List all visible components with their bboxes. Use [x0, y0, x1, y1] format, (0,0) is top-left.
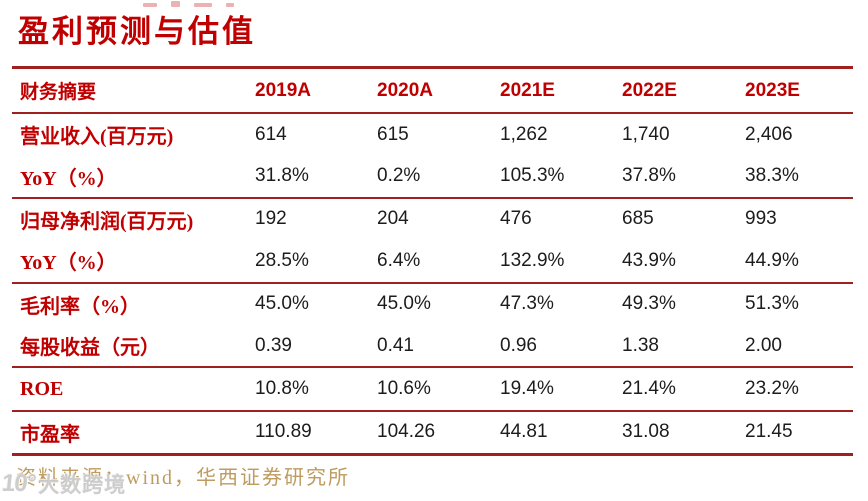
header-cell-label: 财务摘要 [20, 82, 97, 103]
financial-summary-table: 财务摘要 2019A 2020A 2021E 2022E 2023E 营业收入(百万元) 6… [12, 66, 853, 457]
cell-value: 104.26 [377, 421, 436, 443]
cell-value: 110.89 [255, 421, 312, 443]
cell-value: 0.39 [255, 334, 292, 356]
cell-value: 19.4% [500, 378, 554, 400]
table-row: 毛利率（%） 45.0% 45.0% 47.3% 49.3% 51.3% [12, 284, 853, 325]
header-cell-year: 2021E [500, 79, 555, 101]
cell-value: 204 [377, 208, 409, 230]
cell-value: 993 [745, 208, 777, 230]
header-cell-year: 2022E [622, 79, 677, 101]
cell-value: 1,262 [500, 123, 548, 145]
row-label: 毛利率（%） [20, 295, 140, 318]
cell-value: 51.3% [745, 293, 799, 315]
data-source-note: 资料来源：wind，华西证券研究所 [16, 467, 350, 489]
row-label: ROE [20, 377, 64, 400]
table-row: YoY（%） 28.5% 6.4% 132.9% 43.9% 44.9% [12, 240, 853, 281]
row-label: YoY（%） [20, 167, 117, 190]
cell-value: 43.9% [622, 249, 676, 271]
row-group: 归母净利润(百万元) 192 204 476 685 993 YoY（%） 28.5% 6.4%… [12, 196, 853, 282]
cell-value: 38.3% [745, 165, 799, 187]
row-group: 营业收入(百万元) 614 615 1,262 1,740 2,406 YoY（%） 31.8… [12, 114, 853, 197]
table-row: 归母净利润(百万元) 192 204 476 685 993 [12, 199, 853, 240]
cell-value: 28.5% [255, 249, 309, 271]
cell-value: 47.3% [500, 293, 554, 315]
cell-value: 105.3% [500, 165, 565, 187]
watermark-logo-icon: 10° [0, 470, 37, 497]
header-cell-year: 2020A [377, 79, 433, 101]
cell-value: 45.0% [255, 293, 309, 315]
cell-value: 21.4% [622, 378, 676, 400]
cell-value: 31.08 [622, 421, 670, 443]
watermark: 10° 大数跨境 [0, 469, 127, 499]
table-row: 市盈率 110.89 104.26 44.81 31.08 21.45 [12, 412, 853, 453]
cell-value: 37.8% [622, 165, 676, 187]
cell-value: 1.38 [622, 334, 659, 356]
cell-value: 49.3% [622, 293, 676, 315]
cell-value: 10.6% [377, 378, 431, 400]
cell-value: 10.8% [255, 378, 309, 400]
row-label: 市盈率 [20, 423, 80, 446]
table-row: 营业收入(百万元) 614 615 1,262 1,740 2,406 [12, 114, 853, 155]
cell-value: 2.00 [745, 334, 782, 356]
cell-value: 0.41 [377, 334, 414, 356]
cell-value: 0.96 [500, 334, 537, 356]
cell-value: 0.2% [377, 165, 421, 187]
table-body: 营业收入(百万元) 614 615 1,262 1,740 2,406 YoY（%） 31.8… [12, 114, 853, 453]
cell-value: 21.45 [745, 421, 793, 443]
cell-value: 6.4% [377, 249, 421, 271]
cell-value: 192 [255, 208, 287, 230]
table-row: ROE 10.8% 10.6% 19.4% 21.4% 23.2% [12, 368, 853, 409]
page-title: 盈利预测与估值 [18, 14, 256, 49]
row-label: 归母净利润(百万元) [20, 210, 194, 233]
row-label: YoY（%） [20, 252, 117, 275]
cell-value: 132.9% [500, 249, 565, 271]
row-group: ROE 10.8% 10.6% 19.4% 21.4% 23.2% [12, 366, 853, 409]
cell-value: 44.81 [500, 421, 548, 443]
table-row: 每股收益（元） 0.39 0.41 0.96 1.38 2.00 [12, 325, 853, 366]
row-group: 市盈率 110.89 104.26 44.81 31.08 21.45 [12, 409, 853, 453]
cell-value: 31.8% [255, 165, 309, 187]
table-row: YoY（%） 31.8% 0.2% 105.3% 37.8% 38.3% [12, 155, 853, 196]
cell-value: 685 [622, 208, 654, 230]
table-header-row: 财务摘要 2019A 2020A 2021E 2022E 2023E [12, 69, 853, 114]
cell-value: 615 [377, 123, 409, 145]
cell-value: 23.2% [745, 378, 799, 400]
row-label: 营业收入(百万元) [20, 126, 174, 149]
cell-value: 45.0% [377, 293, 431, 315]
header-cell-year: 2023E [745, 79, 800, 101]
cropped-text-artifact [143, 1, 234, 7]
row-group: 毛利率（%） 45.0% 45.0% 47.3% 49.3% 51.3% 每股收益（元） 0.… [12, 281, 853, 367]
cell-value: 44.9% [745, 249, 799, 271]
header-cell-year: 2019A [255, 79, 311, 101]
watermark-text: 大数跨境 [38, 474, 127, 497]
cell-value: 476 [500, 208, 532, 230]
cell-value: 614 [255, 123, 287, 145]
cell-value: 1,740 [622, 123, 670, 145]
cell-value: 2,406 [745, 123, 793, 145]
row-label: 每股收益（元） [20, 337, 160, 360]
